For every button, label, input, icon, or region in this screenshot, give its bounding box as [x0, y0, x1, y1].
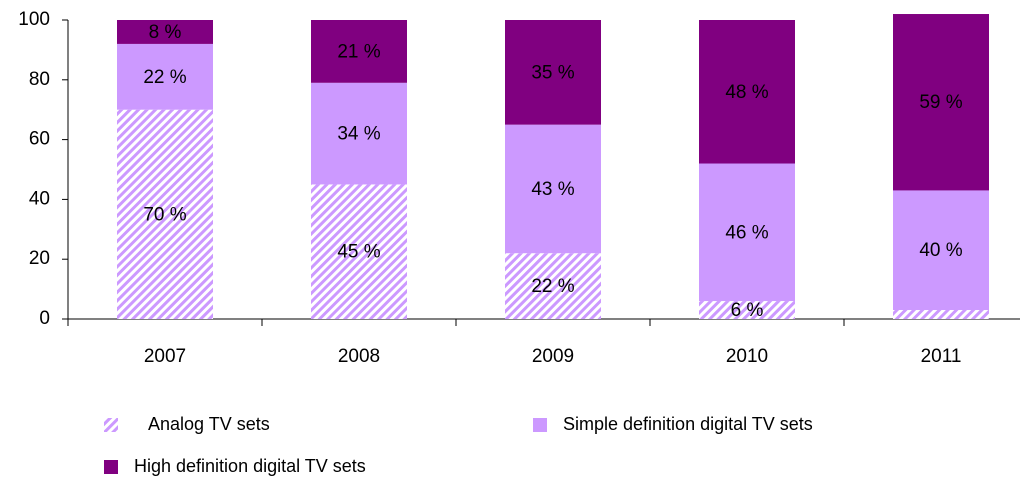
data-label: 45 % [337, 242, 380, 263]
legend-swatch [533, 418, 547, 432]
y-tick-label: 0 [39, 308, 50, 329]
bar-segment [505, 20, 601, 125]
y-tick-label: 20 [29, 248, 50, 269]
y-tick-label: 80 [29, 69, 50, 90]
bar-segment [699, 301, 795, 319]
data-label: 70 % [143, 204, 186, 225]
y-tick-label: 40 [29, 188, 50, 209]
x-tick-label: 2011 [921, 346, 962, 367]
bar-segment [893, 190, 989, 311]
bar-segment [311, 82, 407, 185]
legend-swatch [104, 418, 118, 432]
y-tick-label: 100 [18, 9, 50, 30]
data-label: 35 % [531, 62, 574, 83]
data-label: 43 % [531, 179, 574, 200]
data-label: 21 % [337, 41, 380, 62]
bar-segment [893, 310, 989, 319]
data-label: 6 % [731, 300, 764, 321]
data-label: 40 % [919, 240, 962, 261]
data-label: 48 % [725, 82, 768, 103]
data-label: 34 % [337, 124, 380, 145]
data-label: 59 % [919, 92, 962, 113]
data-label: 8 % [149, 22, 182, 43]
bar-segment [117, 20, 213, 44]
x-tick-label: 2009 [532, 346, 574, 367]
bar-segment [893, 14, 989, 191]
x-tick-label: 2007 [144, 346, 186, 367]
bar-segment [311, 184, 407, 319]
bar-segment [505, 124, 601, 254]
x-tick-label: 2010 [726, 346, 768, 367]
bar-segment [699, 20, 795, 164]
legend-label: Simple definition digital TV sets [563, 414, 813, 434]
bar-segment [117, 109, 213, 319]
x-tick-label: 2008 [338, 346, 380, 367]
y-tick-label: 60 [29, 129, 50, 150]
bar-segment [699, 163, 795, 302]
legend-swatch [104, 460, 118, 474]
data-label: 22 % [143, 67, 186, 88]
data-label: 22 % [531, 276, 574, 297]
data-label: 46 % [725, 222, 768, 243]
bar-segment [117, 43, 213, 110]
legend-label: High definition digital TV sets [134, 456, 366, 476]
bar-segment [505, 253, 601, 319]
legend-label: Analog TV sets [148, 414, 270, 434]
bar-segment [311, 20, 407, 83]
